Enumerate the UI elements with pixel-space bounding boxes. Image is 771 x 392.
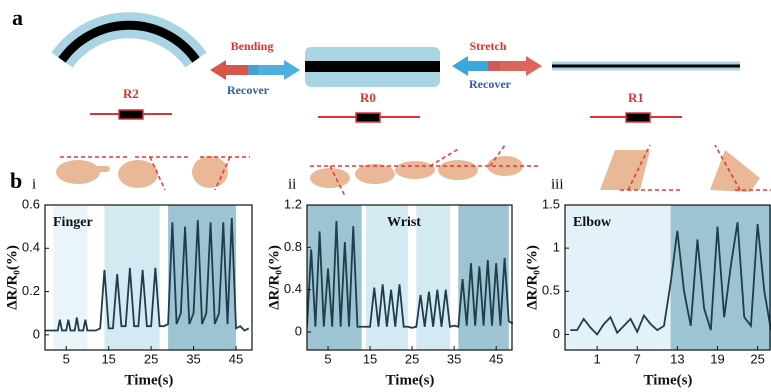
axes-frame bbox=[306, 204, 513, 351]
y-tick-label: 1.2 bbox=[284, 196, 302, 211]
arrow bbox=[210, 60, 258, 80]
label: R1 bbox=[628, 90, 644, 105]
y-axis-label: ΔR/R₀(%) bbox=[4, 245, 20, 310]
data-line bbox=[45, 217, 250, 332]
y-tick-label: 0.2 bbox=[22, 283, 40, 298]
y-tick-label: 0.4 bbox=[22, 240, 40, 255]
plot bbox=[565, 205, 771, 350]
region bbox=[416, 205, 450, 350]
x-tick-label: 25 bbox=[144, 351, 158, 366]
y-tick-label: 0 bbox=[553, 326, 560, 341]
x-tick-label: 35 bbox=[186, 351, 200, 366]
x-tick-label: 15 bbox=[363, 351, 377, 366]
x-tick-label: 5 bbox=[63, 351, 70, 366]
panel-label: b bbox=[10, 168, 22, 193]
data-line bbox=[570, 222, 771, 336]
conductor bbox=[58, 20, 200, 63]
region bbox=[458, 205, 509, 350]
y-tick-label: 0 bbox=[33, 326, 40, 341]
label: Recover bbox=[227, 83, 270, 97]
photo bbox=[56, 150, 760, 192]
x-tick-label: 35 bbox=[447, 351, 461, 366]
label: Stretch bbox=[469, 39, 506, 53]
y-tick-label: 1 bbox=[553, 240, 560, 255]
y-axis-label: ΔR/R₀(%) bbox=[266, 245, 282, 310]
y-tick-label: 0 bbox=[295, 323, 302, 338]
label: R2 bbox=[123, 86, 139, 101]
x-tick-label: 45 bbox=[229, 351, 243, 366]
sub-label: i bbox=[32, 176, 36, 192]
y-tick-label: 1.5 bbox=[542, 196, 560, 211]
annotation: Wrist bbox=[387, 215, 421, 230]
plot bbox=[45, 205, 250, 350]
plot bbox=[307, 205, 513, 350]
y-tick-label: 0.4 bbox=[284, 281, 302, 296]
x-tick-label: 19 bbox=[710, 351, 724, 366]
y-tick-label: 0.6 bbox=[22, 196, 40, 211]
annotation: Elbow bbox=[573, 215, 612, 230]
annotation: Finger bbox=[53, 215, 93, 230]
y-tick-label: 0.8 bbox=[284, 239, 302, 254]
axes-frame bbox=[44, 204, 253, 351]
resistor bbox=[118, 109, 144, 120]
x-axis-label: Time(s) bbox=[386, 372, 435, 388]
arrow bbox=[248, 60, 300, 80]
sub-label: ii bbox=[288, 176, 296, 192]
label: Recover bbox=[469, 77, 512, 91]
x-axis-label: Time(s) bbox=[644, 372, 693, 388]
x-tick-label: 7 bbox=[634, 351, 641, 366]
x-tick-label: 25 bbox=[750, 351, 764, 366]
resistor bbox=[625, 112, 651, 123]
data-line bbox=[307, 220, 513, 329]
x-tick-label: 45 bbox=[489, 351, 503, 366]
resistor bbox=[355, 112, 381, 123]
arrow bbox=[488, 56, 542, 76]
x-tick-label: 1 bbox=[593, 351, 600, 366]
x-tick-label: 25 bbox=[405, 351, 419, 366]
angle-guide bbox=[60, 144, 771, 197]
label: Bending bbox=[231, 39, 274, 53]
x-axis-label: Time(s) bbox=[125, 372, 174, 388]
x-tick-label: 15 bbox=[101, 351, 115, 366]
sub-label: iii bbox=[551, 176, 564, 192]
label: R0 bbox=[360, 90, 376, 105]
y-axis-label: ΔR/R₀(%) bbox=[524, 245, 540, 310]
axes-frame bbox=[564, 204, 771, 351]
x-tick-label: 5 bbox=[324, 351, 331, 366]
y-tick-label: 0.5 bbox=[542, 283, 560, 298]
x-tick-label: 13 bbox=[670, 351, 684, 366]
conductor bbox=[305, 61, 440, 72]
panel-label: a bbox=[12, 5, 23, 30]
